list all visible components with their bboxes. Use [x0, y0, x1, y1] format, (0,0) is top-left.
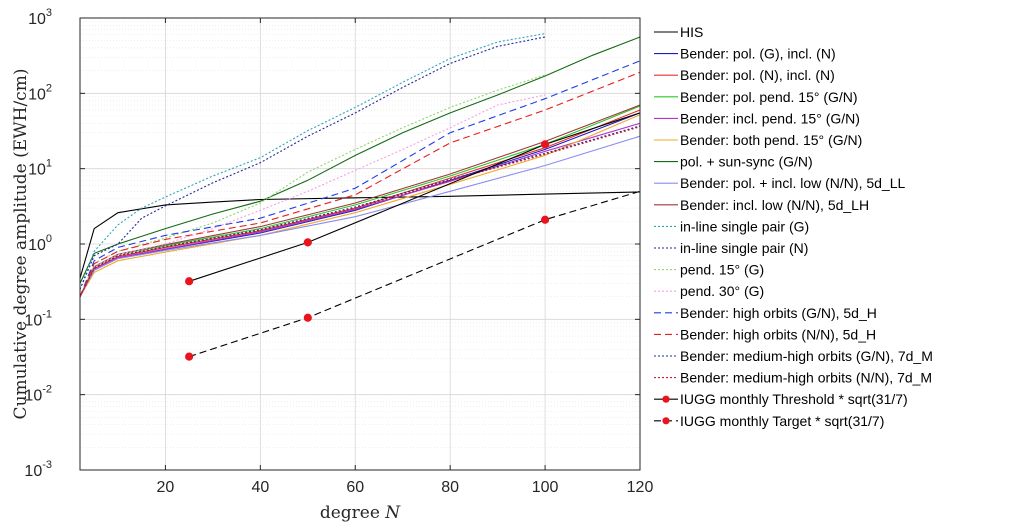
series-line-8 — [79, 135, 641, 297]
grid — [80, 17, 641, 471]
legend-label: Bender: pol. + incl. low (N/N), 5d_LL — [680, 175, 905, 191]
x-tick-label: 80 — [441, 479, 459, 496]
x-tick-label: 60 — [346, 479, 364, 496]
legend-label: in-line single pair (N) — [680, 240, 808, 256]
y-axis-label: Cumulative degree amplitude (EWH/cm) — [11, 69, 31, 420]
series-lines — [79, 33, 641, 361]
x-tick-label: 120 — [627, 479, 654, 496]
legend-marker — [662, 395, 670, 403]
series-line-13 — [79, 94, 546, 297]
y-tick-label: 102 — [28, 82, 52, 103]
series-line-11 — [79, 36, 546, 290]
data-point — [540, 140, 550, 149]
legend-label: pend. 30° (G) — [680, 283, 764, 299]
legend-label: Bender: pol. (N), incl. (N) — [680, 67, 835, 83]
x-tick-label: 40 — [251, 479, 269, 496]
legend-label: IUGG monthly Target * sqrt(31/7) — [680, 413, 884, 429]
series-line-10 — [79, 33, 546, 290]
y-tick-label: 101 — [28, 158, 52, 179]
x-axis-label: degree N — [320, 503, 401, 523]
legend-label: Bender: incl. pend. 15° (G/N) — [680, 110, 860, 126]
legend-label: Bender: medium-high orbits (G/N), 7d_M — [680, 348, 933, 364]
series-line-12 — [79, 74, 546, 297]
series-line-17 — [79, 126, 641, 297]
legend-label: Bender: pol. (G), incl. (N) — [680, 46, 836, 62]
legend: HIS Bender: pol. (G), incl. (N) Bender: po… — [654, 24, 933, 429]
data-point — [185, 352, 194, 361]
series-line-18 — [189, 112, 641, 282]
legend-label: IUGG monthly Threshold * sqrt(31/7) — [680, 391, 908, 407]
y-tick-label: 100 — [28, 233, 52, 254]
series-line-7 — [79, 36, 641, 284]
legend-label: Bender: pol. pend. 15° (G/N) — [680, 89, 858, 105]
y-tick-label: 10-3 — [24, 459, 52, 480]
legend-label: Bender: medium-high orbits (N/N), 7d_M — [680, 370, 932, 386]
legend-label: in-line single pair (G) — [680, 218, 809, 234]
legend-label: Bender: high orbits (G/N), 5d_H — [680, 305, 877, 321]
series-line-14 — [79, 60, 641, 297]
data-point — [303, 238, 312, 247]
series-line-15 — [79, 71, 641, 297]
legend-label: pend. 15° (G) — [680, 262, 764, 278]
legend-label: Bender: incl. low (N/N), 5d_LH — [680, 197, 869, 213]
legend-marker — [662, 417, 670, 425]
series-line-9 — [79, 104, 641, 297]
y-tick-label: 103 — [28, 7, 52, 28]
legend-label: HIS — [680, 24, 703, 40]
x-tick-label: 100 — [532, 479, 559, 496]
legend-label: pol. + sun-sync (G/N) — [680, 154, 813, 170]
data-point — [185, 277, 194, 286]
series-line-1 — [79, 191, 641, 279]
y-tick-label: 10-1 — [24, 308, 52, 329]
series-line-19 — [189, 190, 641, 358]
x-tick-label: 20 — [157, 479, 175, 496]
y-tick-label: 10-2 — [24, 384, 52, 405]
legend-label: Bender: high orbits (N/N), 5d_H — [680, 326, 876, 342]
data-point — [303, 313, 312, 322]
data-point — [540, 215, 550, 224]
series-line-5 — [79, 122, 641, 297]
legend-label: Bender: both pend. 15° (G/N) — [680, 132, 862, 148]
axes: 20 40 60 80 100 120 10-3 10-2 10-1 100 101 102 103 — [24, 7, 653, 496]
